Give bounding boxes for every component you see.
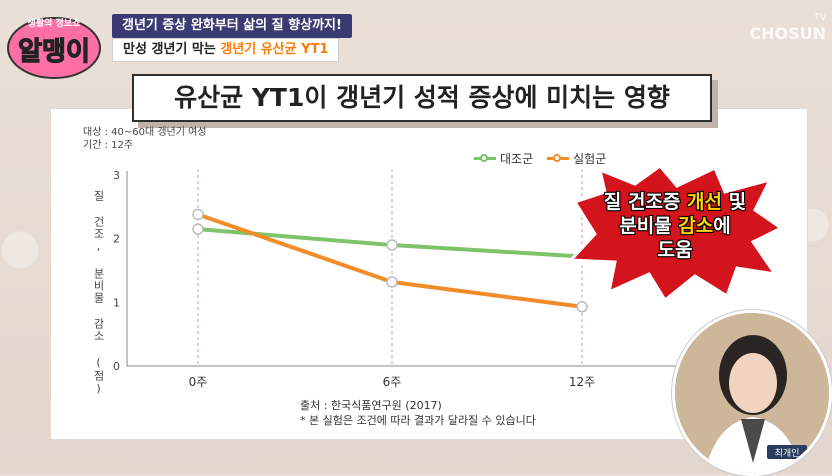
chart-title: 유산균 YT1이 갱년기 성적 증상에 미치는 영향 [132, 74, 712, 122]
callout-line-1: 질 건조증 개선 및 [592, 190, 758, 214]
callout-line-2: 분비물 감소에 [592, 214, 758, 238]
callout-line-2-a: 분비물 [619, 215, 679, 237]
y-tick-label: 1 [113, 296, 120, 309]
y-tick-label: 0 [113, 360, 120, 373]
subtopic-banner: 만성 갱년기 막는 갱년기 유산균 YT1 [112, 38, 340, 62]
presenter-name: 최개인 [775, 448, 800, 459]
callout-text: 질 건조증 개선 및 분비물 감소에 도움 [592, 190, 758, 262]
show-logo: 생활의 정보쇼 알맹이 [7, 17, 101, 79]
channel-watermark: TV CHOSUN [749, 10, 826, 42]
legend-swatch-experiment [547, 154, 570, 162]
callout-line-1-b: 개선 [687, 191, 722, 213]
topic-banner: 갱년기 증상 완화부터 삶의 질 향상까지! [112, 14, 352, 38]
legend-label-control: 대조군 [500, 152, 534, 166]
logo-main-text: 알맹이 [18, 37, 90, 67]
disclaimer-text: * 본 실험은 조건에 따라 결과가 달라질 수 있습니다 [300, 414, 536, 427]
x-tick-label: 0주 [189, 375, 208, 389]
presenter-figure: 최개인 [675, 313, 829, 473]
x-tick-label: 6주 [383, 375, 402, 389]
series-0-point-1 [386, 239, 398, 251]
watermark-top: TV [814, 13, 826, 23]
study-meta: 대상 : 40~60대 갱년기 여성 기간 : 12주 [83, 126, 207, 152]
series-1-point-0 [192, 208, 204, 221]
legend-item-experiment: 실험군 [547, 150, 606, 167]
legend-item-control: 대조군 [474, 150, 533, 167]
callout-line-3: 도움 [657, 239, 693, 261]
callout-burst [567, 163, 784, 302]
legend-swatch-control [474, 154, 496, 162]
y-tick-label: 3 [113, 169, 120, 182]
series-1-point-1 [386, 276, 398, 288]
source-text: 출처 : 한국식품연구원 (2017) [300, 399, 442, 412]
series-0-point-0 [192, 223, 204, 235]
callout-line-1-a: 질 건조증 [603, 191, 688, 213]
meta-subject: 대상 : 40~60대 갱년기 여성 [83, 127, 207, 138]
series-1-point-2 [576, 301, 588, 313]
series-line-1 [197, 212, 583, 309]
chart-legend: 대조군 실험군 [474, 150, 606, 167]
callout-line-2-c: 에 [713, 215, 731, 237]
callout-line-2-b: 감소 [678, 215, 714, 237]
callout-line-1-c: 및 [722, 191, 747, 213]
x-tick-label: 12주 [569, 375, 595, 389]
y-tick-label: 2 [113, 233, 120, 246]
y-axis-label: 질 건조, 분비물 감소 (점) [92, 190, 105, 396]
source-note: 출처 : 한국식품연구원 (2017) * 본 실험은 조건에 따라 결과가 달… [300, 398, 536, 428]
presenter-inset: 최개인 [672, 310, 832, 476]
meta-period: 기간 : 12주 [83, 140, 134, 151]
legend-label-experiment: 실험군 [573, 152, 607, 166]
logo-small-text: 생활의 정보쇼 [28, 17, 82, 29]
subtopic-prefix: 만성 갱년기 막는 [123, 42, 221, 57]
subtopic-highlight: 갱년기 유산균 YT1 [220, 42, 329, 57]
watermark-bottom: CHOSUN [749, 24, 826, 43]
